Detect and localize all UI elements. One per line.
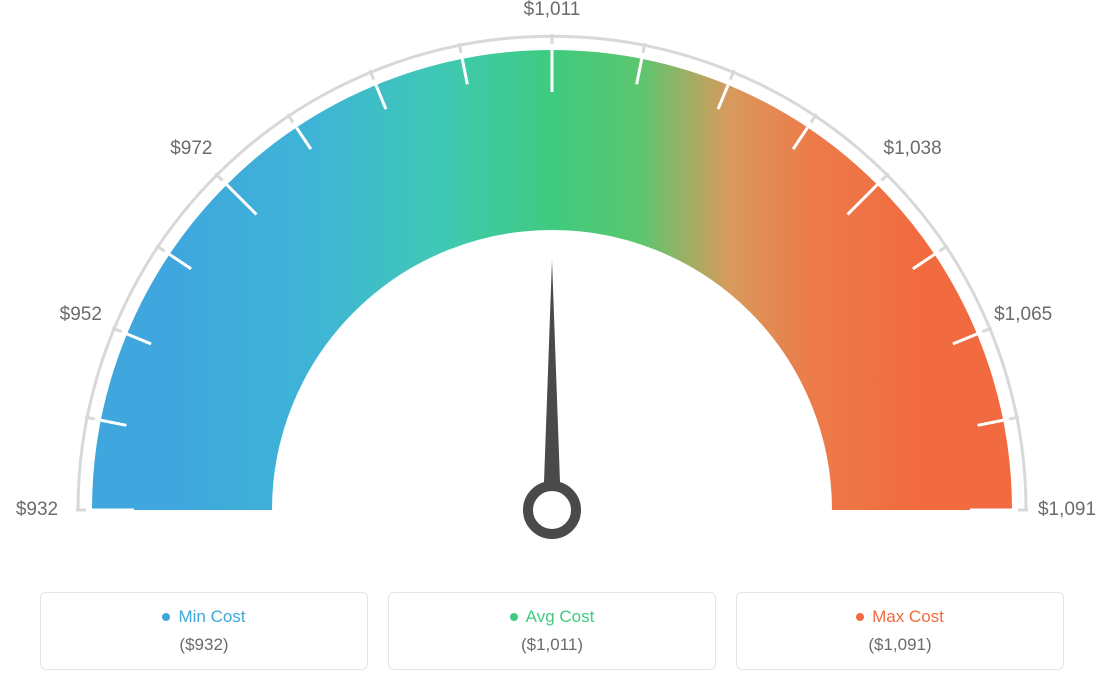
legend-card-avg: Avg Cost ($1,011) xyxy=(388,592,716,670)
legend-title-min: Min Cost xyxy=(162,607,245,627)
legend-label-min: Min Cost xyxy=(178,607,245,627)
legend-dot-min xyxy=(162,613,170,621)
legend-card-max: Max Cost ($1,091) xyxy=(736,592,1064,670)
gauge-chart: $932$952$972$1,011$1,038$1,065$1,091 xyxy=(0,10,1104,570)
legend-dot-avg xyxy=(510,613,518,621)
legend-value-min: ($932) xyxy=(51,635,357,655)
gauge-scale-label: $1,038 xyxy=(884,138,942,160)
legend-card-min: Min Cost ($932) xyxy=(40,592,368,670)
legend-title-max: Max Cost xyxy=(856,607,944,627)
legend-label-avg: Avg Cost xyxy=(526,607,595,627)
gauge-scale-label: $932 xyxy=(16,499,58,521)
cost-gauge-container: $932 $952 $972 $1,011 $1,038 $1,065 $1,091 Min… xyxy=(0,0,1104,690)
gauge-scale-label: $1,065 xyxy=(994,304,1052,326)
gauge-scale-label: $1,011 xyxy=(524,0,581,21)
legend-value-max: ($1,091) xyxy=(747,635,1053,655)
gauge-scale-label: $1,091 xyxy=(1038,499,1096,521)
gauge-scale-label: $952 xyxy=(60,304,102,326)
legend-value-avg: ($1,011) xyxy=(399,635,705,655)
legend-label-max: Max Cost xyxy=(872,607,944,627)
legend-dot-max xyxy=(856,613,864,621)
gauge-scale-label: $972 xyxy=(170,138,212,160)
legend-title-avg: Avg Cost xyxy=(510,607,595,627)
legend-row: Min Cost ($932) Avg Cost ($1,011) Max Co… xyxy=(0,592,1104,670)
